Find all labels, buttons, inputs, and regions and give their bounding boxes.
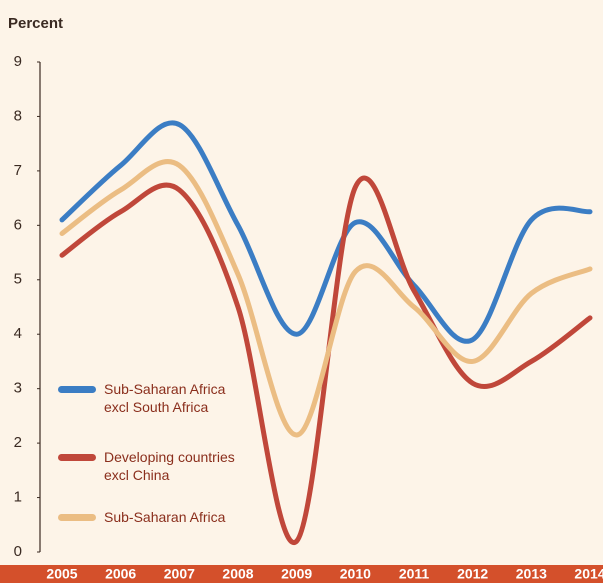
legend-label: Developing countries excl China [104,449,235,483]
x-tick-label: 2007 [164,566,195,582]
y-axis-title: Percent [8,15,63,32]
legend-label: Sub-Saharan Africa excl South Africa [104,381,226,415]
y-tick-label: 2 [14,434,22,451]
x-tick-label: 2005 [46,566,77,582]
x-tick-label: 2014 [574,566,603,582]
line [59,120,593,344]
line [59,175,593,545]
y-tick-label: 1 [14,489,22,506]
x-tick-label: 2008 [222,566,253,582]
y-tick-label: 0 [14,543,22,560]
x-tick-label: 2006 [105,566,136,582]
legend-label: Sub-Saharan Africa [104,509,226,525]
y-tick-label: 7 [14,162,22,179]
x-axis-band [0,565,603,583]
legend-swatch [58,514,96,521]
x-tick-label: 2013 [516,566,547,582]
y-tick-label: 6 [14,216,22,233]
y-tick-label: 3 [14,380,22,397]
y-tick-label: 4 [14,325,22,342]
y-tick-label: 8 [14,107,22,124]
y-tick-label: 5 [14,271,22,288]
x-tick-label: 2009 [281,566,312,582]
y-tick-label: 9 [14,53,22,70]
x-tick-label: 2010 [340,566,371,582]
line [59,159,593,438]
legend-swatch [58,454,96,461]
legend-swatch [58,386,96,393]
x-tick-label: 2012 [457,566,488,582]
x-tick-label: 2011 [399,566,430,582]
